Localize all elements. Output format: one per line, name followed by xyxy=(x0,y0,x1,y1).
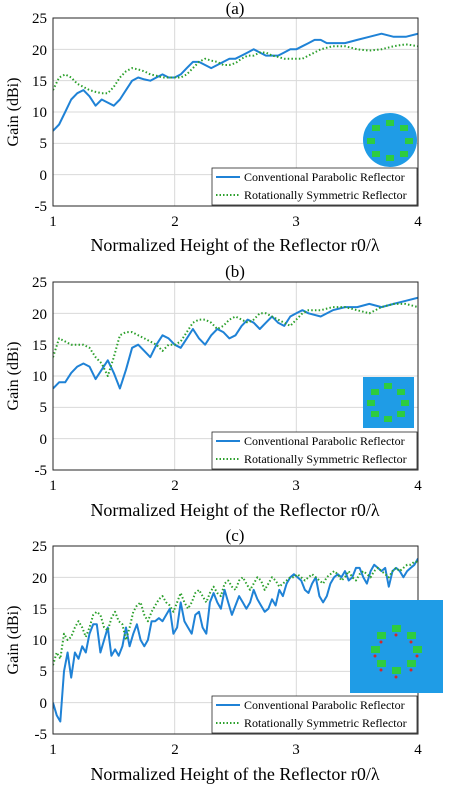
panel-b-legend: Conventional Parabolic Reflector Rotatio… xyxy=(211,431,418,470)
legend-label-conventional: Conventional Parabolic Reflector xyxy=(244,170,405,184)
panel-b-ytick: 5 xyxy=(40,400,48,416)
panel-b-xtick: 1 xyxy=(49,478,57,494)
panel-b-plot xyxy=(53,296,418,390)
panel-c-ylabel: Gain (dBi) xyxy=(5,606,22,675)
panel-a-ytick: -5 xyxy=(35,199,48,215)
series-conventional-line xyxy=(53,558,418,723)
panel-b-ytick: -5 xyxy=(35,463,48,479)
panel-b-ytick: 0 xyxy=(40,432,48,448)
circular-reflector-icon xyxy=(363,113,417,167)
legend-label-conventional: Conventional Parabolic Reflector xyxy=(244,698,405,712)
panel-a-title: (a) xyxy=(226,0,245,18)
panel-b-xtick: 4 xyxy=(414,478,422,494)
square-array-icon xyxy=(350,600,443,693)
panel-b-ytick: 10 xyxy=(32,369,47,385)
panel-a-ytick: 20 xyxy=(32,43,47,59)
panel-a-xlabel: Normalized Height of the Reflector r0/λ xyxy=(90,235,379,255)
panel-a-ylabel: Gain (dBi) xyxy=(5,78,22,147)
panel-b-yticks: -5 0 5 10 15 20 25 xyxy=(32,275,47,479)
panel-c-ytick: 15 xyxy=(32,602,47,618)
panel-b-xticks: 1 2 3 4 xyxy=(49,478,422,494)
panel-b-ytick: 15 xyxy=(32,338,47,354)
panel-c-ytick: 5 xyxy=(40,664,48,680)
square-reflector-icon xyxy=(363,377,414,428)
panel-b: (b) -5 0 5 10 15 20 25 1 2 3 4 Normalize… xyxy=(5,262,422,520)
panel-c-xtick: 1 xyxy=(49,742,57,758)
legend-label-symmetric: Rotationally Symmetric Reflector xyxy=(244,452,407,466)
panel-a-yticks: -5 0 5 10 15 20 25 xyxy=(32,11,47,215)
panel-b-ytick: 25 xyxy=(32,275,47,291)
panel-a-legend: Conventional Parabolic Reflector Rotatio… xyxy=(211,167,418,206)
series-conventional-line xyxy=(53,32,418,132)
series-conventional-line xyxy=(53,296,418,390)
panel-c-ytick: 20 xyxy=(32,571,47,587)
panel-b-ytick: 20 xyxy=(32,307,47,323)
panel-c-title: (c) xyxy=(226,526,245,545)
series-symmetric-line xyxy=(53,43,418,95)
panel-b-xtick: 3 xyxy=(292,478,300,494)
panel-b-ylabel: Gain (dBi) xyxy=(5,342,22,411)
panel-a-plot xyxy=(53,32,418,132)
panel-b-title: (b) xyxy=(225,262,245,281)
panel-c: (c) -5 0 5 10 15 20 25 1 2 3 4 Normalize… xyxy=(5,526,443,784)
panel-c-xticks: 1 2 3 4 xyxy=(49,742,422,758)
panel-c-xtick: 4 xyxy=(414,742,422,758)
panel-a-ytick: 15 xyxy=(32,74,47,90)
legend-label-conventional: Conventional Parabolic Reflector xyxy=(244,434,405,448)
panel-a-xtick: 1 xyxy=(49,214,57,230)
panel-a: (a) -5 0 5 10 15 20 25 1 2 3 4 Normalize… xyxy=(5,0,422,255)
panel-a-frame xyxy=(52,17,419,207)
panel-b-frame xyxy=(52,281,419,471)
panel-a-ytick: 5 xyxy=(40,136,48,152)
panel-c-plot xyxy=(53,558,418,723)
panel-c-ytick: -5 xyxy=(35,727,48,743)
legend-label-symmetric: Rotationally Symmetric Reflector xyxy=(244,188,407,202)
series-symmetric-line xyxy=(53,302,418,377)
panel-c-yticks: -5 0 5 10 15 20 25 xyxy=(32,539,47,743)
panel-c-ytick: 10 xyxy=(32,633,47,649)
panel-a-ytick: 25 xyxy=(32,11,47,27)
panel-c-legend: Conventional Parabolic Reflector Rotatio… xyxy=(211,695,418,734)
panel-a-xticks: 1 2 3 4 xyxy=(49,214,422,230)
panel-a-xtick: 2 xyxy=(171,214,179,230)
panel-c-xtick: 3 xyxy=(292,742,300,758)
panel-b-xlabel: Normalized Height of the Reflector r0/λ xyxy=(90,500,379,520)
panel-a-xtick: 3 xyxy=(292,214,300,230)
panel-a-ytick: 0 xyxy=(40,168,48,184)
panel-c-xlabel: Normalized Height of the Reflector r0/λ xyxy=(90,764,379,784)
panel-a-ytick: 10 xyxy=(32,105,47,121)
legend-label-symmetric: Rotationally Symmetric Reflector xyxy=(244,716,407,730)
panel-c-ytick: 25 xyxy=(32,539,47,555)
panel-c-xtick: 2 xyxy=(171,742,179,758)
panel-a-xtick: 4 xyxy=(414,214,422,230)
panel-c-ytick: 0 xyxy=(40,696,48,712)
panel-b-xtick: 2 xyxy=(171,478,179,494)
